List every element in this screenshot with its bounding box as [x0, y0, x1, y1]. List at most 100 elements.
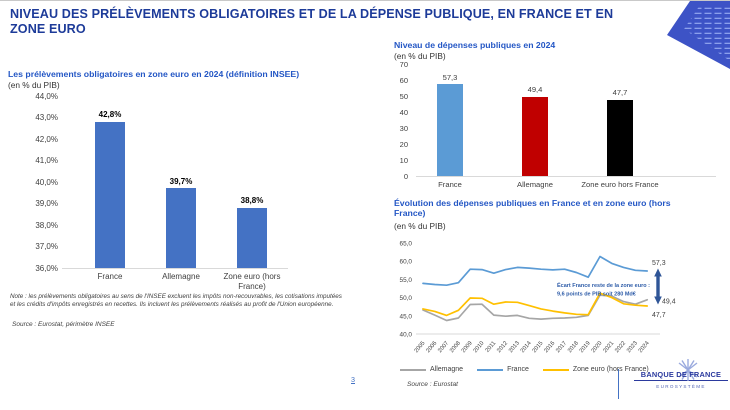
slide-title-line2: ZONE EURO [10, 21, 86, 36]
series-Zone euro (hors France) [422, 292, 649, 317]
x-tick-label: 2006 [425, 340, 438, 354]
y-tick-label: 37,0% [35, 242, 58, 251]
series-Allemagne [422, 294, 649, 322]
y-tick-label: 41,0% [35, 156, 58, 165]
logo-subbrand-text: EUROSYSTÈME [656, 384, 706, 389]
y-tick-label: 42,0% [35, 134, 58, 144]
series-France [422, 255, 649, 287]
y-tick-label: 0 [403, 171, 408, 181]
y-tick-label: 50,0 [400, 295, 413, 302]
legend-label: Allemagne [430, 366, 464, 373]
chart2-title: Niveau de dépenses publiques en 2024 [394, 40, 556, 50]
y-tick-label: 44,0% [35, 91, 58, 101]
annotation-line1: Écart France reste de la zone euro : [557, 281, 650, 289]
x-tick-label: 2015 [532, 340, 545, 354]
chart2-subtitle: (en % du PIB) [394, 51, 446, 61]
chart3-title: Évolution des dépenses publiques en Fran… [394, 198, 671, 218]
corner-decoration-triangle [667, 1, 730, 69]
bar-category-label: Zone euro (hors France) [223, 272, 281, 291]
bar-France [95, 121, 125, 268]
y-tick-label: 40,0% [35, 177, 58, 187]
y-tick-label: 70 [399, 59, 408, 69]
x-tick-label: 2014 [520, 340, 533, 354]
y-tick-label: 39,0% [35, 199, 58, 208]
bar-Zone euro hors France [607, 99, 633, 176]
y-tick-label: 30 [399, 123, 408, 133]
chart1-source: Source : Eurostat, périmètre INSEE [12, 321, 115, 328]
bar-value-label: 49,4 [527, 85, 543, 95]
y-tick-label: 38,0% [35, 220, 58, 230]
end-label-allemagne: 49,4 [662, 299, 676, 306]
y-tick-label: 55,0 [400, 277, 413, 284]
page-number-link[interactable]: 3 [351, 375, 355, 384]
x-tick-label: 2023 [626, 340, 639, 354]
x-tick-label: 2011 [485, 340, 498, 353]
chart1-subtitle: (en % du PIB) [8, 80, 60, 90]
x-tick-label: 2018 [567, 340, 580, 354]
bar-value-label: 47,7 [612, 88, 628, 98]
chart3-subtitle: (en % du PIB) [394, 221, 446, 231]
bar-Allemagne [522, 96, 548, 176]
x-tick-label: 2017 [555, 340, 568, 354]
x-tick-label: 2020 [591, 340, 604, 354]
y-tick-label: 10 [399, 155, 408, 165]
legend-item-Zone euro (hors France): Zone euro (hors France) [542, 366, 649, 373]
y-tick-label: 60,0 [400, 259, 413, 266]
x-tick-label: 2019 [579, 340, 592, 354]
chart3-source: Source : Eurostat [407, 381, 458, 388]
y-tick-label: 60 [399, 75, 408, 85]
slide-title-line1: NIVEAU DES PRÉLÈVEMENTS OBLIGATOIRES ET … [10, 7, 614, 21]
legend-swatch [477, 368, 504, 371]
gap-arrow-head-bottom [654, 296, 662, 305]
end-label-zone-euro: 47,7 [652, 312, 666, 319]
slide-title: NIVEAU DES PRÉLÈVEMENTS OBLIGATOIRES ET … [10, 7, 665, 37]
x-tick-label: 2016 [543, 340, 556, 354]
bar-value-label: 57,3 [442, 72, 458, 82]
x-tick-label: 2008 [449, 340, 462, 354]
bar-category-label: France [97, 272, 123, 281]
x-tick-label: 2021 [602, 340, 615, 354]
x-tick-label: 2024 [638, 340, 651, 354]
banque-de-france-logo: BANQUE DE FRANCE EUROSYSTÈME [632, 359, 730, 389]
bar-value-label: 39,7% [169, 176, 193, 186]
legend-item-France: France [477, 366, 529, 373]
logo-rule [634, 380, 728, 381]
bar-value-label: 38,8% [240, 196, 264, 206]
end-label-france: 57,3 [652, 260, 666, 267]
bar-category-label: Allemagne [517, 180, 553, 189]
bar-Zone euro (hors France) [237, 207, 267, 268]
legend-swatch [400, 368, 426, 371]
legend-swatch [542, 368, 569, 371]
logo-brand-text: BANQUE DE FRANCE [640, 370, 722, 379]
chart1-note: Note : les prélèvements obligatoires au … [10, 293, 342, 309]
bar-category-label: Zone euro hors France [581, 180, 659, 189]
bar-category-label: France [438, 180, 462, 189]
chart1-title: Les prélèvements obligatoires en zone eu… [8, 69, 300, 79]
y-tick-label: 43,0% [35, 113, 58, 122]
bar-category-label: Allemagne [162, 272, 200, 281]
gap-arrow-head-top [654, 268, 662, 277]
starburst-icon [678, 359, 698, 381]
bar-France [437, 84, 463, 176]
x-tick-label: 2022 [614, 340, 627, 354]
x-tick-label: 2013 [508, 340, 521, 354]
x-axis-line [62, 268, 288, 269]
y-tick-label: 20 [399, 139, 408, 149]
x-axis-line [416, 176, 716, 177]
bar-Allemagne [166, 188, 196, 268]
legend-label: Zone euro (hors France) [572, 366, 649, 373]
logo-divider [618, 369, 619, 399]
annotation-line2: 9,6 points de PIB soit 280 Md€ [557, 292, 636, 298]
y-tick-label: 45,0 [400, 313, 413, 320]
x-tick-label: 2012 [496, 340, 509, 354]
legend-item-Allemagne: Allemagne [400, 366, 463, 373]
y-tick-label: 50 [399, 91, 408, 101]
y-tick-label: 40,0 [400, 332, 413, 339]
line-legend: Allemagne France Zone euro (hors France) [400, 366, 649, 373]
x-tick-label: 2009 [461, 340, 474, 354]
y-tick-label: 65,0 [400, 241, 413, 248]
bar-value-label: 42,8% [98, 110, 122, 120]
y-tick-label: 40 [399, 107, 408, 117]
legend-label: France [507, 366, 529, 373]
